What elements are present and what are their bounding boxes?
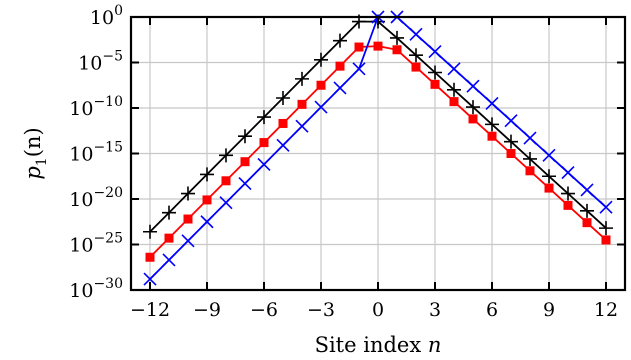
x-tick-label: −3 [307, 299, 335, 321]
data-point [485, 117, 499, 132]
y-axis-label-arg: (n) [21, 127, 45, 157]
data-point [523, 131, 537, 145]
data-point [200, 167, 214, 182]
y-tick-label: 10−10 [69, 94, 123, 120]
data-point [449, 97, 459, 107]
data-point [352, 62, 366, 76]
data-point [276, 138, 290, 152]
data-point [202, 195, 212, 205]
series-square [145, 41, 611, 262]
data-point [219, 148, 233, 163]
data-point [523, 151, 537, 166]
data-point [257, 110, 271, 125]
data-point [143, 272, 157, 286]
data-point [238, 176, 252, 191]
data-point [276, 90, 290, 105]
data-point [373, 41, 383, 51]
data-point [466, 100, 480, 115]
y-tick-label: 10−20 [69, 185, 123, 211]
data-point [525, 166, 535, 176]
tick-labels: −12 −9 −6 −3 0 3 6 9 12 10−30 10−25 10−20 10−15 10−10… [69, 3, 618, 321]
data-point [333, 81, 347, 95]
x-tick-label: 6 [486, 299, 498, 321]
data-point [599, 200, 613, 214]
y-axis-label-sub: 1 [34, 157, 50, 166]
x-axis-label: Site index n [315, 333, 442, 357]
x-tick-label: 12 [594, 299, 618, 321]
x-axis-label-text: Site index [315, 333, 422, 357]
data-point [409, 27, 423, 41]
data-point [447, 62, 461, 76]
y-tick-label: 10−15 [69, 140, 123, 166]
data-point [487, 131, 497, 141]
data-point [183, 214, 193, 224]
data-point [428, 65, 442, 80]
data-point [599, 221, 613, 236]
data-point [162, 253, 176, 267]
ticks [131, 16, 625, 291]
data-point [430, 79, 440, 89]
data-point [297, 99, 307, 109]
x-tick-label: −9 [193, 299, 221, 321]
data-point [390, 30, 404, 45]
data-point [257, 157, 271, 171]
y-tick-label: 100 [90, 3, 123, 29]
data-point [181, 234, 195, 248]
y-axis-label-var: p [21, 166, 45, 179]
x-tick-label: −6 [250, 299, 278, 321]
y-tick-label: 10−30 [69, 276, 123, 302]
data-point [561, 186, 575, 201]
data-point [219, 196, 233, 210]
data-point [162, 205, 176, 220]
x-tick-label: −12 [130, 299, 170, 321]
x-tick-label: 3 [429, 299, 441, 321]
data-point [145, 252, 155, 262]
data-point [601, 235, 611, 245]
data-point [221, 176, 231, 186]
data-point [504, 114, 518, 128]
x-tick-label: 0 [372, 299, 384, 321]
data-point [544, 183, 554, 193]
data-point [278, 118, 288, 128]
x-tick-label: 9 [543, 299, 555, 321]
data-point [200, 215, 214, 229]
data-point [314, 100, 328, 114]
data-point [335, 61, 345, 71]
data-point [409, 48, 423, 63]
data-point [468, 114, 478, 124]
x-axis-label-var: n [428, 333, 442, 357]
data-point [582, 218, 592, 228]
data-point [143, 224, 157, 239]
data-point [580, 203, 594, 218]
data-point [295, 119, 309, 133]
data-point [240, 157, 250, 167]
data-point [333, 33, 347, 48]
data-point [447, 82, 461, 97]
data-point [295, 71, 309, 86]
data-point [354, 42, 364, 52]
data-point [428, 45, 442, 59]
y-axis-label: p1(n) [21, 127, 50, 179]
data-point [314, 52, 328, 67]
data-point [580, 183, 594, 197]
data-point [164, 233, 174, 243]
data-point [466, 79, 480, 93]
data-point [542, 148, 556, 162]
data-point [392, 45, 402, 55]
data-point [504, 134, 518, 149]
data-point [181, 186, 195, 201]
data-point [485, 96, 499, 111]
y-tick-label: 10−25 [69, 231, 123, 257]
data-point [238, 129, 252, 144]
data-point [542, 169, 556, 184]
y-tick-label: 10−5 [78, 49, 123, 75]
data-point [506, 149, 516, 158]
data-point [561, 166, 575, 180]
data-point [411, 62, 421, 72]
data-point [563, 200, 573, 210]
data-point [259, 138, 269, 148]
data-point [316, 80, 326, 90]
